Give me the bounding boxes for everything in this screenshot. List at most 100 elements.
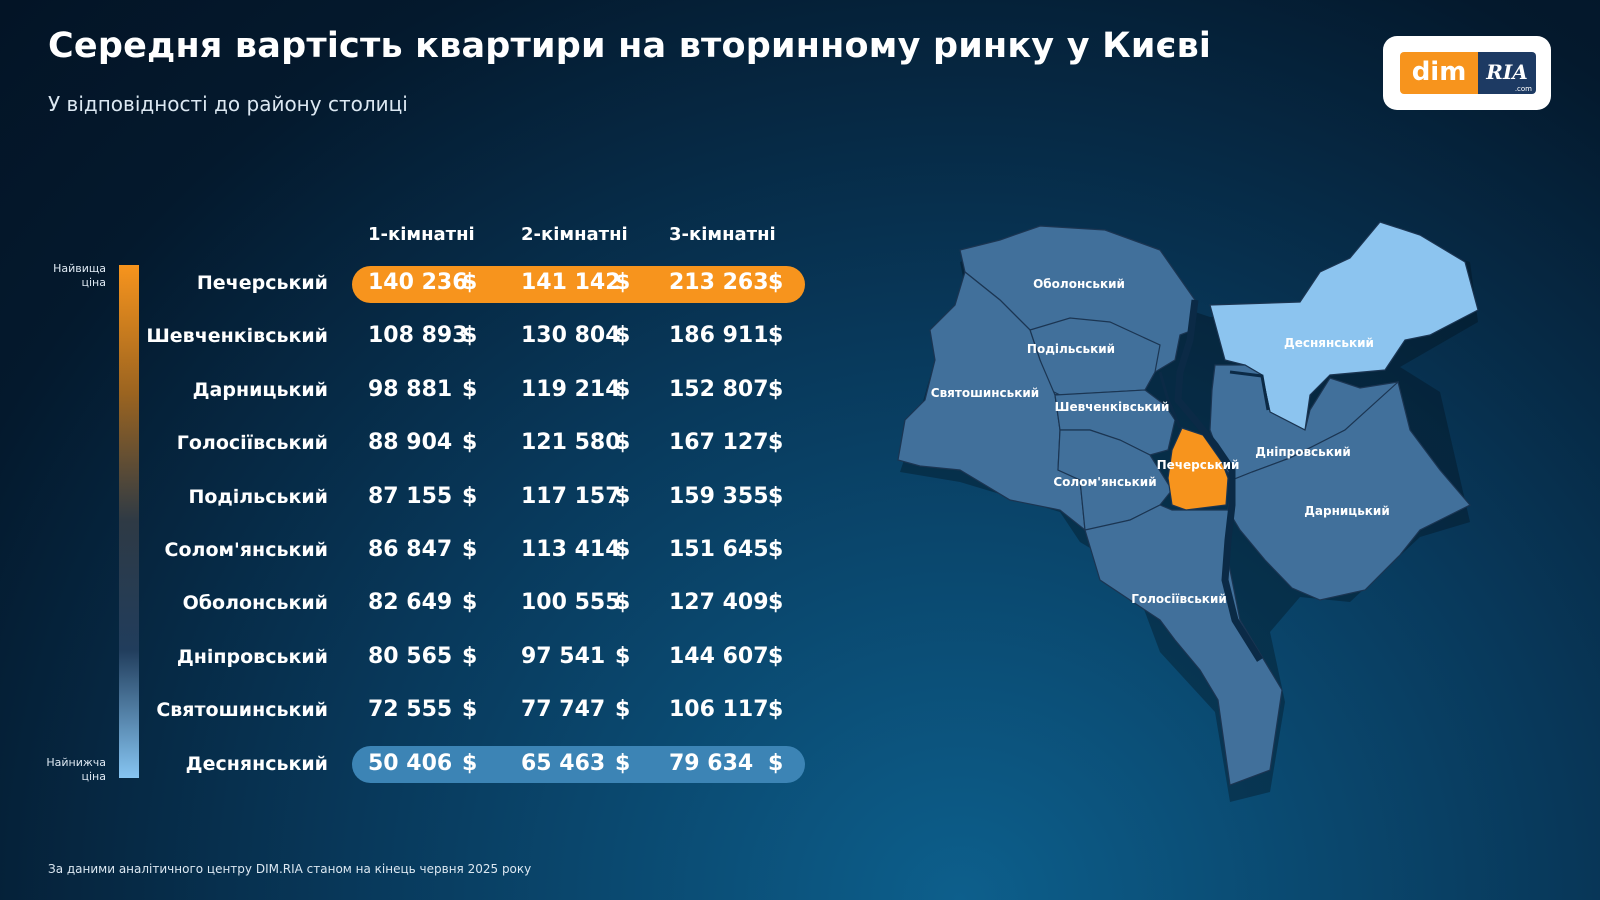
desna-river xyxy=(1229,370,1270,411)
price-3-room: 144 607 xyxy=(669,644,769,669)
price-2-room: 130 804 xyxy=(521,323,621,348)
map-label-obolonskyi: Оболонський xyxy=(1033,277,1125,291)
table-row: Подільський 87 155 $117 157 $159 355 $ xyxy=(0,480,820,520)
currency-sign: $ xyxy=(768,270,784,295)
table-row: Дарницький 98 881 $119 214 $152 807 $ xyxy=(0,373,820,413)
price-2-room: 141 142 xyxy=(521,270,621,295)
map-district-pecherskyi[interactable] xyxy=(1167,427,1229,511)
currency-sign: $ xyxy=(768,644,784,669)
lowest-row-highlight xyxy=(352,746,805,783)
map-label-podilskyi: Подільський xyxy=(1027,342,1115,356)
currency-sign: $ xyxy=(768,537,784,562)
district-name: Шевченківський xyxy=(146,325,328,347)
price-2-room: 65 463 xyxy=(521,751,606,776)
currency-sign: $ xyxy=(768,751,784,776)
price-3-room: 79 634 xyxy=(669,751,754,776)
district-name: Оболонський xyxy=(182,592,328,614)
price-2-room: 97 541 xyxy=(521,644,606,669)
table-row: Солом'янський 86 847 $113 414 $151 645 $ xyxy=(0,533,820,573)
price-1-room: 140 236 xyxy=(368,270,468,295)
river-branch xyxy=(1158,371,1182,429)
price-1-room: 87 155 xyxy=(368,484,453,509)
dnipro-river xyxy=(1174,299,1263,662)
currency-sign: $ xyxy=(768,590,784,615)
price-1-room: 88 904 xyxy=(368,430,453,455)
price-2-room: 77 747 xyxy=(521,697,606,722)
map-label-darnytskyi: Дарницький xyxy=(1304,504,1390,518)
price-1-room: 108 893 xyxy=(368,323,468,348)
price-2-room: 119 214 xyxy=(521,377,621,402)
column-header-3-room: 3-кімнатні xyxy=(669,224,776,245)
currency-sign: $ xyxy=(768,377,784,402)
currency-sign: $ xyxy=(615,697,631,722)
district-name: Подільський xyxy=(188,486,328,508)
currency-sign: $ xyxy=(768,323,784,348)
currency-sign: $ xyxy=(462,377,478,402)
map-label-sviatoshynskyi: Святошинський xyxy=(931,386,1039,400)
table-row: Святошинський 72 555 $77 747 $106 117 $ xyxy=(0,693,820,733)
district-name: Голосіївський xyxy=(176,432,328,454)
price-3-room: 106 117 xyxy=(669,697,769,722)
price-1-room: 72 555 xyxy=(368,697,453,722)
price-3-room: 127 409 xyxy=(669,590,769,615)
table-row: Печерський 140 236 $141 142 $213 263 $ xyxy=(0,266,820,306)
price-3-room: 151 645 xyxy=(669,537,769,562)
table-row: Дніпровський 80 565 $97 541 $144 607 $ xyxy=(0,640,820,680)
currency-sign: $ xyxy=(462,430,478,455)
table-row: Голосіївський 88 904 $121 580 $167 127 $ xyxy=(0,426,820,466)
currency-sign: $ xyxy=(615,537,631,562)
page-title: Середня вартість квартири на вторинному … xyxy=(48,26,1212,66)
currency-sign: $ xyxy=(462,697,478,722)
price-1-room: 50 406 xyxy=(368,751,453,776)
currency-sign: $ xyxy=(768,430,784,455)
logo-ria-suffix: .com xyxy=(1514,85,1532,93)
price-3-room: 167 127 xyxy=(669,430,769,455)
map-district-sviatoshynskyi[interactable] xyxy=(897,270,1086,532)
currency-sign: $ xyxy=(615,323,631,348)
map-district-darnytskyi[interactable] xyxy=(1227,380,1471,601)
table-row: Оболонський 82 649 $100 555 $127 409 $ xyxy=(0,586,820,626)
scale-top-label: Найвища ціна xyxy=(53,262,106,289)
currency-sign: $ xyxy=(462,751,478,776)
currency-sign: $ xyxy=(615,270,631,295)
district-name: Дарницький xyxy=(192,379,328,401)
column-header-1-room: 1-кімнатні xyxy=(368,224,475,245)
map-label-holosiivskyi: Голосіївський xyxy=(1131,592,1227,606)
map-label-dniprovskyi: Дніпровський xyxy=(1255,445,1350,459)
page-subtitle: У відповідності до району столиці xyxy=(48,92,408,116)
price-1-room: 82 649 xyxy=(368,590,453,615)
dimria-logo[interactable]: dim RIA .com xyxy=(1383,36,1551,110)
price-2-room: 117 157 xyxy=(521,484,621,509)
column-header-2-room: 2-кімнатні xyxy=(521,224,628,245)
district-name: Печерський xyxy=(196,272,328,294)
scale-bottom-label: Найнижча ціна xyxy=(46,756,106,783)
currency-sign: $ xyxy=(615,377,631,402)
district-name: Святошинський xyxy=(156,699,328,721)
currency-sign: $ xyxy=(462,484,478,509)
price-3-room: 213 263 xyxy=(669,270,769,295)
currency-sign: $ xyxy=(615,430,631,455)
table-row: Шевченківський 108 893 $130 804 $186 911 $ xyxy=(0,319,820,359)
currency-sign: $ xyxy=(462,590,478,615)
currency-sign: $ xyxy=(615,590,631,615)
price-1-room: 86 847 xyxy=(368,537,453,562)
currency-sign: $ xyxy=(462,270,478,295)
map-label-solomianskyi: Солом'янський xyxy=(1053,475,1156,489)
table-row: Деснянський 50 406 $65 463 $79 634 $ xyxy=(0,747,820,787)
map-district-holosiivskyi[interactable] xyxy=(1084,504,1283,786)
price-scale-bar xyxy=(119,265,139,778)
price-2-room: 100 555 xyxy=(521,590,621,615)
logo-ria-block: RIA .com xyxy=(1478,52,1536,94)
district-name: Солом'янський xyxy=(164,539,328,561)
district-name: Дніпровський xyxy=(176,646,328,668)
price-3-room: 159 355 xyxy=(669,484,769,509)
currency-sign: $ xyxy=(462,323,478,348)
price-1-room: 98 881 xyxy=(368,377,453,402)
price-1-room: 80 565 xyxy=(368,644,453,669)
currency-sign: $ xyxy=(615,644,631,669)
map-label-desnianskyi: Деснянський xyxy=(1284,336,1374,350)
logo-dim-text: dim xyxy=(1400,52,1478,94)
price-3-room: 152 807 xyxy=(669,377,769,402)
map-label-shevchenkivskyi: Шевченківський xyxy=(1055,400,1170,414)
